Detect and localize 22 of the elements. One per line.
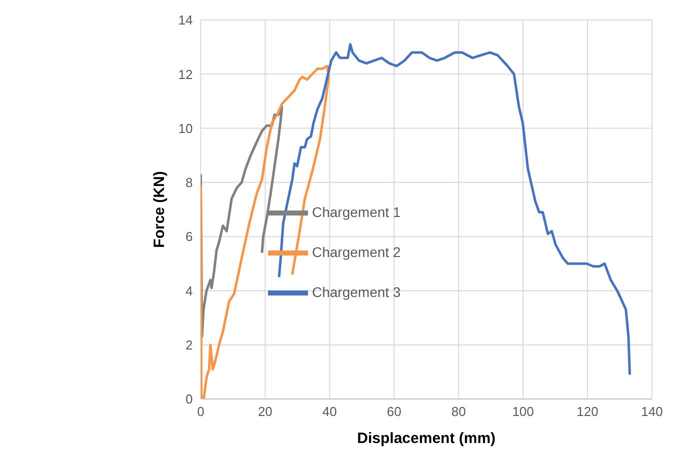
y-tick-label: 8 (185, 175, 193, 190)
x-tick-label: 80 (451, 404, 466, 420)
line-series (278, 43, 632, 376)
x-axis-title: Displacement (mm) (357, 430, 496, 447)
legend-label: Chargement 2 (312, 244, 401, 260)
x-tick-label: 60 (386, 404, 402, 420)
y-tick-label: 2 (185, 337, 193, 352)
x-tick-label: 120 (576, 404, 598, 420)
x-tick-label: 100 (512, 404, 534, 420)
y-tick-label: 10 (178, 120, 193, 136)
legend-label: Chargement 3 (312, 284, 401, 300)
y-tick-label: 14 (178, 12, 193, 28)
y-axis-title: Force (KN) (151, 171, 168, 248)
x-tick-label: 40 (322, 404, 337, 420)
x-tick-label: 140 (641, 404, 663, 420)
x-tick-label: 20 (258, 404, 272, 420)
y-tick-label: 6 (185, 229, 193, 244)
y-tick-label: 0 (185, 392, 193, 407)
x-tick-label: 0 (197, 404, 204, 420)
y-tick-label: 12 (178, 66, 193, 82)
y-tick-label: 4 (185, 283, 193, 298)
legend-label: Chargement 1 (312, 204, 401, 220)
